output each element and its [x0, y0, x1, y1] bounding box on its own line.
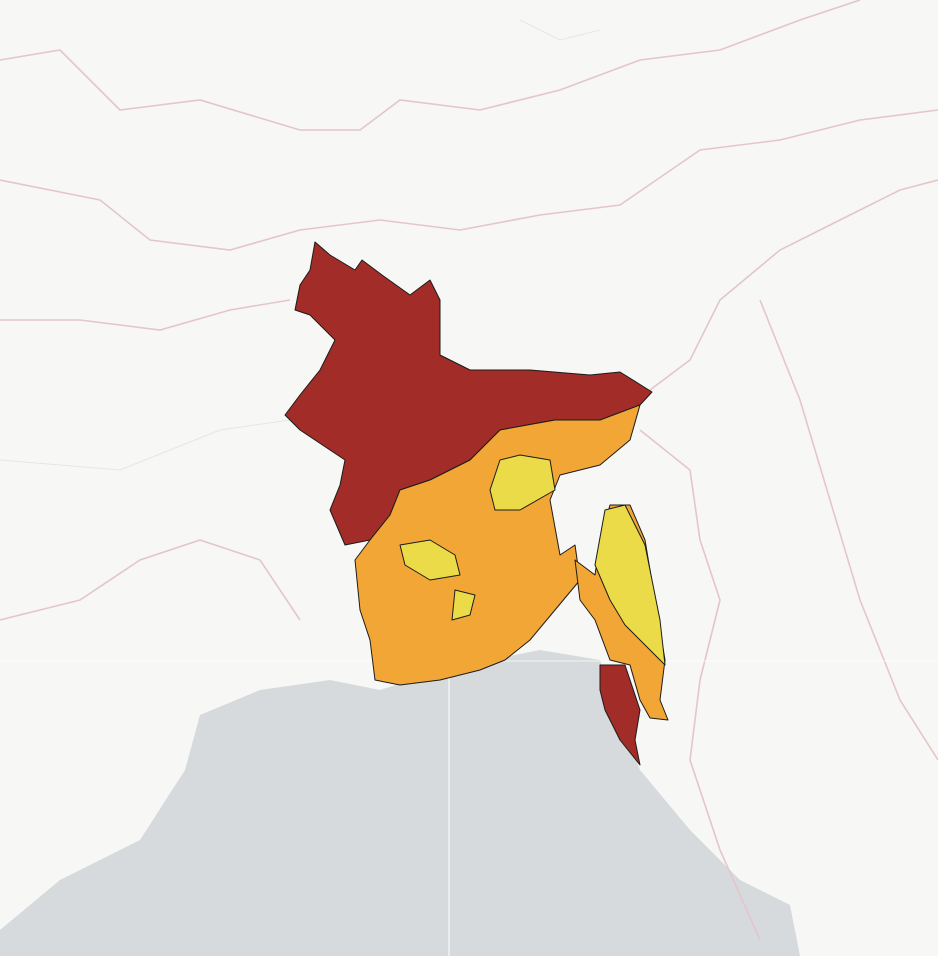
region-cox-bazar-tip[interactable]: [599, 664, 641, 766]
bangladesh-regions: [284, 241, 669, 766]
bay-of-bengal: [0, 650, 800, 956]
region-sylhet-area[interactable]: [489, 454, 556, 511]
region-central-pocket[interactable]: [399, 539, 461, 581]
region-chittagong-hills[interactable]: [594, 504, 666, 666]
region-south-pocket[interactable]: [451, 589, 476, 621]
